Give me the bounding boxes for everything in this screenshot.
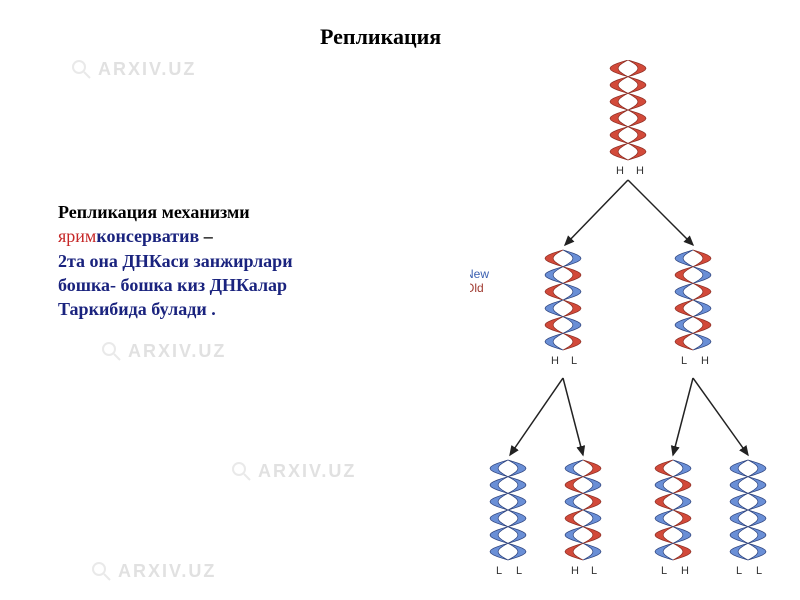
legend-label: New xyxy=(470,267,489,281)
magnifier-icon xyxy=(100,340,122,362)
watermark-text: ARXIV.UZ xyxy=(128,341,226,362)
strand-label: L xyxy=(756,565,762,577)
body-line: Таркибида булади . xyxy=(58,297,293,321)
page-title: Репликация xyxy=(320,24,441,50)
arrow xyxy=(693,378,748,455)
dna-helix xyxy=(730,460,766,560)
replication-diagram: HHHLLHLLHLLHLLNewOld xyxy=(470,60,790,590)
watermark: ARXIV.UZ xyxy=(90,560,216,582)
arrow xyxy=(628,180,693,245)
strand-label: H xyxy=(551,355,559,367)
strand-label: H xyxy=(571,565,579,577)
strand-label: L xyxy=(661,565,667,577)
dna-helix xyxy=(655,460,691,560)
watermark-text: ARXIV.UZ xyxy=(258,461,356,482)
body-text: Репликация механизми яримконсерватив – 2… xyxy=(58,200,293,321)
watermark-text: ARXIV.UZ xyxy=(98,59,196,80)
strand-label: L xyxy=(591,565,597,577)
strand-label: L xyxy=(571,355,577,367)
body-line: 2та она ДНКаси занжирлари xyxy=(58,249,293,273)
magnifier-icon xyxy=(90,560,112,582)
strand-label: H xyxy=(616,165,624,177)
body-line: Репликация механизми xyxy=(58,200,293,224)
dna-helix xyxy=(610,60,646,160)
strand-label: H xyxy=(636,165,644,177)
legend-label: Old xyxy=(470,281,484,295)
strand-label: H xyxy=(701,355,709,367)
arrow xyxy=(565,180,628,245)
magnifier-icon xyxy=(70,58,92,80)
dna-helix xyxy=(545,250,581,350)
strand-label: L xyxy=(516,565,522,577)
strand-label: L xyxy=(496,565,502,577)
watermark-text: ARXIV.UZ xyxy=(118,561,216,582)
magnifier-icon xyxy=(230,460,252,482)
dna-helix xyxy=(565,460,601,560)
strand-label: L xyxy=(736,565,742,577)
body-line: яримконсерватив – xyxy=(58,224,293,248)
dna-helix xyxy=(490,460,526,560)
watermark: ARXIV.UZ xyxy=(70,58,196,80)
diagram-svg: HHHLLHLLHLLHLLNewOld xyxy=(470,60,790,590)
watermark: ARXIV.UZ xyxy=(230,460,356,482)
strand-label: H xyxy=(681,565,689,577)
strand-label: L xyxy=(681,355,687,367)
arrow xyxy=(510,378,563,455)
watermark: ARXIV.UZ xyxy=(100,340,226,362)
arrow xyxy=(673,378,693,455)
body-line: бошка- бошка киз ДНКалар xyxy=(58,273,293,297)
arrow xyxy=(563,378,583,455)
dna-helix xyxy=(675,250,711,350)
